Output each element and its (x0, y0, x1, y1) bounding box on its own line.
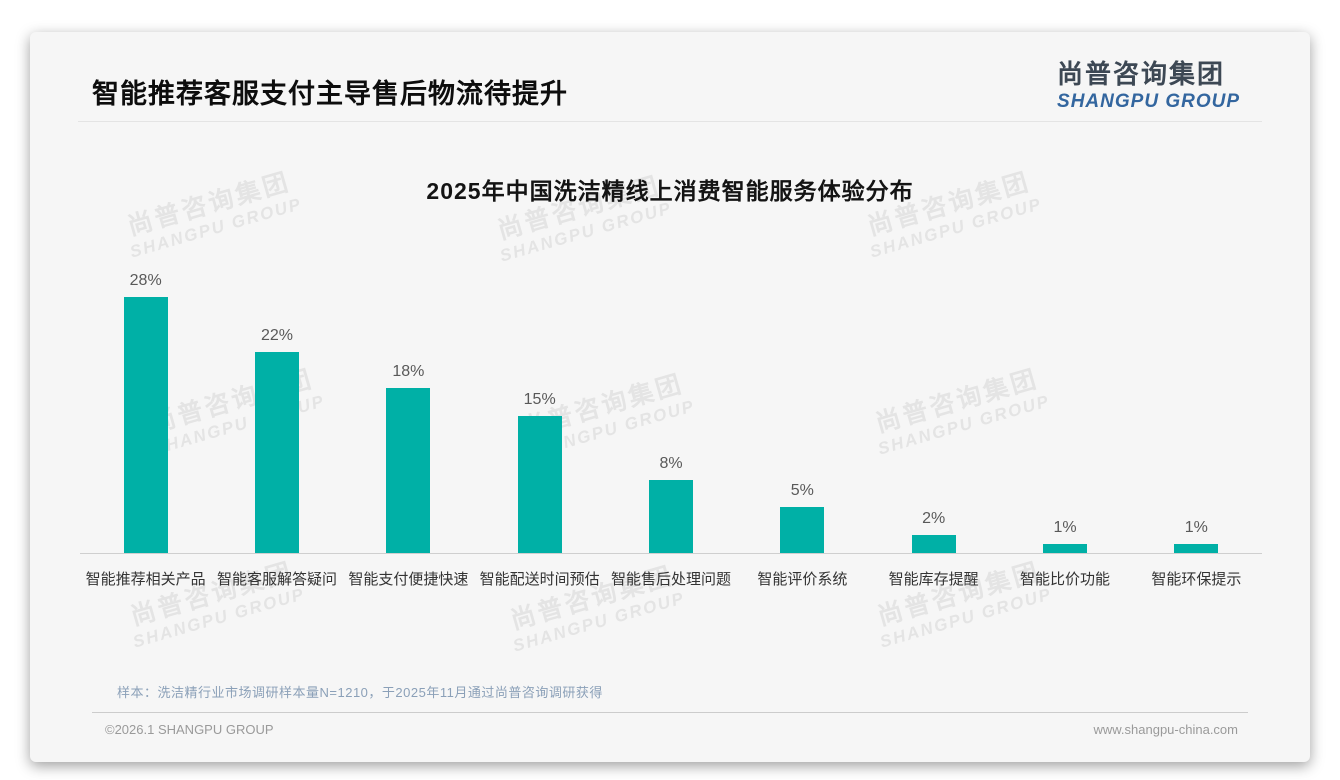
chart-title: 2025年中国洗洁精线上消费智能服务体验分布 (426, 178, 914, 204)
bar (123, 297, 168, 553)
bar (517, 416, 562, 553)
x-axis-line (80, 553, 1262, 554)
bar-value-label: 18% (392, 363, 425, 380)
bar-chart: 28% 智能推荐相关产品 22% 智能客服解答疑问 18% 智能支付便捷快速 15% 智能配送… (80, 32, 1262, 762)
bar-value-label: 1% (1053, 519, 1077, 536)
bar-value-label: 8% (659, 455, 683, 472)
bar (1043, 544, 1087, 553)
bar-value-label: 2% (922, 510, 946, 527)
category-label: 智能售后处理问题 (610, 571, 731, 588)
bar (1174, 544, 1219, 553)
bar (386, 388, 431, 553)
company-logo: 尚普咨询集团 SHANGPU GROUP (1057, 54, 1240, 113)
bar (649, 480, 693, 553)
bar (780, 507, 825, 553)
category-label: 智能配送时间预估 (479, 571, 600, 588)
category-label: 智能环保提示 (1151, 571, 1242, 588)
category-label: 智能支付便捷快速 (348, 571, 469, 588)
page-title: 智能推荐客服支付主导售后物流待提升 (92, 79, 568, 109)
bar (255, 352, 299, 553)
bar-value-label: 5% (790, 482, 814, 499)
logo-english-name: SHANGPU GROUP (1057, 91, 1240, 112)
category-label: 智能库存提醒 (888, 571, 979, 588)
footer-copyright: ©2026.1 SHANGPU GROUP (105, 722, 274, 737)
bar-value-label: 28% (129, 272, 162, 289)
slide-card: 尚普咨询集团 SHANGPU GROUP 尚普咨询集团 SHANGPU GROUP 尚普… (30, 32, 1310, 762)
bar (911, 535, 956, 553)
category-label: 智能推荐相关产品 (85, 571, 206, 588)
category-label: 智能比价功能 (1019, 571, 1110, 588)
bar-value-label: 22% (260, 327, 294, 344)
bar-value-label: 1% (1184, 519, 1208, 536)
category-label: 智能评价系统 (757, 571, 848, 588)
bar-value-label: 15% (523, 391, 556, 408)
header-divider (78, 121, 1262, 122)
logo-chinese-name: 尚普咨询集团 (1057, 59, 1226, 89)
sample-note: 样本：洗洁精行业市场调研样本量N=1210，于2025年11月通过尚普咨询调研获… (117, 685, 603, 700)
footer-website: www.shangpu-china.com (1093, 722, 1238, 737)
category-label: 智能客服解答疑问 (216, 571, 337, 588)
footer-divider (92, 712, 1248, 713)
